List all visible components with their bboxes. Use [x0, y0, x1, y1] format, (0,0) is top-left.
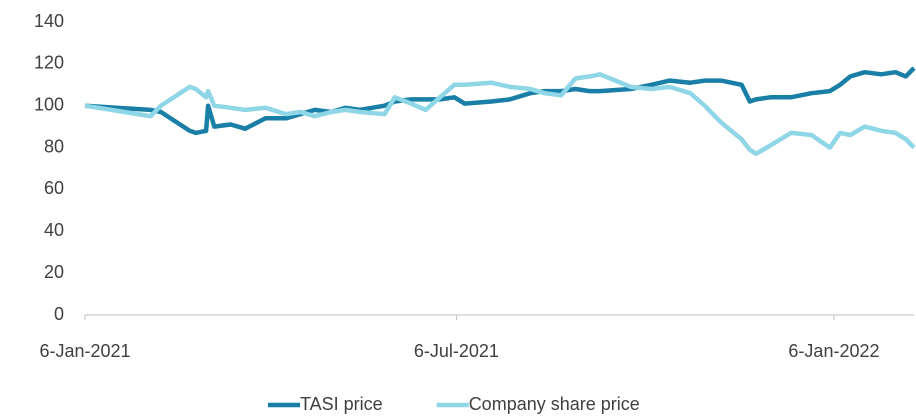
legend-label: Company share price — [469, 394, 640, 414]
legend-label: TASI price — [300, 394, 383, 414]
series-line — [84, 72, 916, 157]
y-tick-label: 80 — [44, 136, 64, 156]
y-tick-label: 60 — [44, 178, 64, 198]
y-tick-label: 120 — [34, 53, 64, 73]
x-tick-label: 6-Jul-2021 — [414, 341, 499, 361]
y-tick-label: 100 — [34, 94, 64, 114]
y-tick-label: 0 — [54, 304, 64, 324]
y-tick-label: 20 — [44, 262, 64, 282]
x-tick-label: 6-Jan-2021 — [39, 341, 130, 361]
y-tick-label: 140 — [34, 11, 64, 31]
y-tick-label: 40 — [44, 220, 64, 240]
x-tick-label: 6-Jan-2022 — [788, 341, 879, 361]
series-line — [84, 66, 916, 136]
